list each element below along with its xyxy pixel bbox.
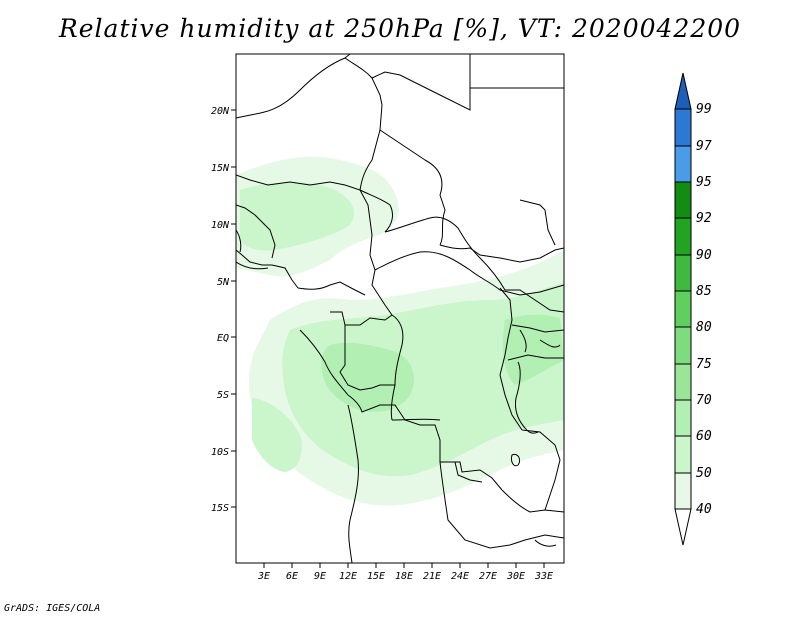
colorbar-labels: 40 50 60 70 75 80 85 90 92 95 97 99 bbox=[696, 102, 712, 517]
colorbar-label: 85 bbox=[696, 284, 712, 299]
colorbar-segment bbox=[674, 363, 692, 401]
humidity-region-southwest bbox=[252, 398, 302, 472]
lon-label: 24E bbox=[451, 571, 469, 582]
colorbar-segment bbox=[674, 290, 692, 328]
humidity-region-main-core bbox=[321, 342, 414, 412]
map-title: Relative humidity at 250hPa [%], VT: 202… bbox=[58, 14, 742, 43]
colorbar-segment bbox=[674, 435, 692, 474]
lon-label: 6E bbox=[286, 571, 298, 582]
map-frame bbox=[235, 53, 565, 564]
colorbar-segment bbox=[674, 326, 692, 365]
colorbar-label: 99 bbox=[696, 102, 712, 117]
lon-label: 21E bbox=[423, 571, 441, 582]
lon-label: 9E bbox=[314, 571, 326, 582]
lat-label: 10S bbox=[211, 447, 229, 458]
longitude-ticks bbox=[263, 563, 545, 568]
colorbar-label: 60 bbox=[696, 429, 712, 444]
lat-label: 15N bbox=[211, 163, 230, 174]
colorbar-label: 70 bbox=[696, 393, 712, 408]
lon-label: 3E bbox=[257, 571, 270, 582]
latitude-labels: 20N 15N 10N 5N EQ 5S 10S 15S bbox=[211, 106, 230, 514]
lon-label: 27E bbox=[479, 571, 497, 582]
lat-label: 10N bbox=[211, 220, 230, 231]
colorbar-label: 75 bbox=[696, 357, 712, 372]
colorbar-segment bbox=[674, 399, 692, 437]
lat-label: EQ bbox=[217, 333, 229, 344]
latitude-ticks bbox=[231, 109, 236, 508]
colorbar-label: 80 bbox=[696, 320, 712, 335]
colorbar-segment bbox=[674, 217, 692, 256]
colorbar-segment bbox=[674, 472, 692, 510]
longitude-labels: 3E 6E 9E 12E 15E 18E 21E 24E 27E 30E 33E bbox=[257, 571, 553, 582]
lon-label: 33E bbox=[534, 571, 553, 582]
humidity-band-north-inner bbox=[240, 182, 354, 251]
lon-label: 12E bbox=[339, 571, 357, 582]
colorbar-segment bbox=[674, 181, 692, 219]
lat-label: 5N bbox=[217, 277, 230, 288]
humidity-region-lakes bbox=[503, 314, 564, 385]
lon-label: 15E bbox=[367, 571, 385, 582]
lon-label: 30E bbox=[506, 571, 525, 582]
colorbar-label: 95 bbox=[696, 175, 712, 190]
colorbar-segment bbox=[674, 72, 692, 110]
lat-label: 15S bbox=[211, 503, 229, 514]
lon-label: 18E bbox=[395, 571, 413, 582]
colorbar-label: 97 bbox=[696, 139, 712, 154]
colorbar-segment bbox=[674, 508, 692, 546]
grads-credit: GrADS: IGES/COLA bbox=[4, 603, 101, 614]
colorbar-label: 90 bbox=[696, 248, 712, 263]
lat-label: 20N bbox=[211, 106, 230, 117]
colorbar-segment bbox=[674, 145, 692, 183]
country-borders bbox=[236, 54, 564, 563]
lat-label: 5S bbox=[217, 390, 229, 401]
colorbar-label: 92 bbox=[696, 211, 712, 226]
colorbar bbox=[674, 72, 692, 546]
colorbar-segment bbox=[674, 254, 692, 292]
colorbar-label: 40 bbox=[696, 502, 712, 517]
colorbar-segment bbox=[674, 108, 692, 147]
humidity-shading bbox=[236, 156, 564, 506]
colorbar-label: 50 bbox=[696, 466, 712, 481]
